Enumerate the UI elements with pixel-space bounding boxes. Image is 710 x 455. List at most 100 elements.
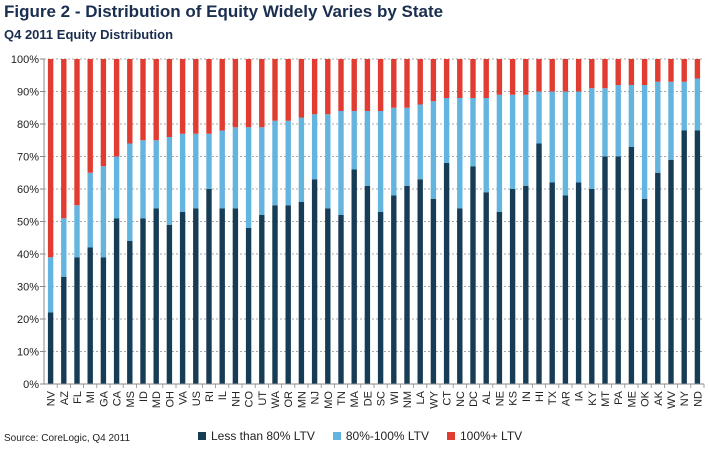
bar-segment-tn-s0 (338, 215, 344, 384)
bar-segment-fl-s2 (74, 59, 80, 206)
bar-segment-de-s0 (364, 185, 371, 384)
x-tick-label-ar: AR (560, 391, 572, 406)
x-tick-label-wv: WV (666, 390, 678, 408)
bar-segment-ks-s1 (509, 94, 516, 189)
bar-segment-de-s2 (364, 59, 371, 111)
x-tick-label-ia: IA (574, 390, 586, 401)
chart-subtitle: Q4 2011 Equity Distribution (4, 27, 174, 42)
x-tick-label-md: MD (151, 391, 163, 408)
bar-segment-az-s0 (61, 276, 67, 384)
x-tick-label-ma: MA (349, 390, 361, 407)
bar-segment-nv-s0 (47, 312, 54, 384)
bar-segment-md-s2 (153, 59, 159, 141)
x-tick-label-tx: TX (547, 390, 559, 405)
y-tick-label: 10% (17, 347, 39, 359)
y-tick-label: 100% (11, 54, 39, 66)
bar-segment-mi-s2 (87, 59, 93, 173)
bars (47, 59, 701, 384)
x-tick-label-in: IN (521, 391, 533, 402)
bar-segment-ga-s0 (100, 257, 107, 384)
bar-segment-ca-s1 (113, 156, 120, 219)
bar-segment-co-s1 (245, 127, 252, 228)
y-tick-label: 70% (17, 152, 39, 164)
bar-segment-tx-s0 (549, 182, 555, 384)
bar-segment-al-s2 (483, 59, 489, 98)
bar-segment-mo-s0 (325, 208, 331, 384)
x-tick-label-wy: WY (428, 390, 440, 408)
legend-item-less-than-80: Less than 80% LTV (198, 429, 315, 443)
x-tick-label-me: ME (626, 391, 638, 408)
bar-segment-de-s1 (364, 111, 371, 186)
x-tick-label-sc: SC (376, 391, 388, 406)
bar-segment-ms-s0 (127, 241, 133, 384)
x-tick-label-co: CO (244, 391, 256, 408)
bar-segment-or-s0 (285, 205, 291, 384)
bar-segment-or-s1 (285, 120, 291, 206)
x-tick-label-nv: NV (46, 390, 58, 406)
x-tick-label-hi: HI (534, 391, 546, 402)
bar-segment-ma-s2 (351, 59, 357, 111)
bar-segment-ia-s2 (575, 59, 582, 92)
legend-item-80-100: 80%-100% LTV (332, 429, 429, 443)
x-tick-labels: NV AZ FL MI GA CA MS ID MD OH VA US RI IL NH CO UT WA OR MN… (46, 390, 705, 408)
bar-segment-wa-s2 (272, 59, 278, 121)
bar-segment-us-s1 (193, 133, 199, 209)
bar-segment-wv-s1 (668, 81, 674, 160)
bar-segment-nh-s0 (232, 208, 239, 384)
bar-segment-nc-s0 (457, 208, 463, 384)
bar-segment-il-s0 (219, 208, 225, 384)
bar-segment-dc-s1 (470, 98, 476, 167)
bar-segment-ok-s2 (641, 59, 648, 85)
bar-segment-va-s0 (179, 211, 186, 384)
bar-segment-us-s2 (193, 59, 199, 134)
x-tick-label-us: US (191, 391, 203, 406)
bar-segment-nd-s2 (694, 59, 701, 79)
bar-segment-wi-s0 (391, 195, 397, 384)
x-tick-label-la: LA (415, 390, 427, 404)
bar-segment-tx-s1 (549, 91, 555, 183)
x-tick-label-mt: MT (600, 391, 612, 407)
bar-segment-ks-s2 (509, 59, 516, 95)
bar-segment-ok-s0 (641, 198, 648, 384)
legend-label-80-100: 80%-100% LTV (345, 429, 429, 443)
bar-segment-ri-s2 (206, 59, 212, 134)
bar-segment-wy-s0 (430, 198, 437, 384)
x-tick-label-nc: NC (455, 391, 467, 407)
x-tick-label-ny: NY (679, 390, 691, 406)
bar-segment-nc-s1 (457, 98, 463, 209)
x-tick-label-fl: FL (72, 391, 84, 404)
x-tick-label-ri: RI (204, 391, 216, 402)
bar-segment-az-s2 (61, 59, 67, 219)
bar-segment-hi-s1 (536, 91, 542, 144)
bar-segment-wv-s0 (668, 159, 674, 384)
bar-segment-ga-s1 (100, 166, 107, 258)
y-tick-label: 20% (17, 314, 39, 326)
bar-segment-ct-s1 (443, 98, 450, 163)
bar-segment-ia-s1 (575, 91, 582, 183)
bar-segment-dc-s0 (470, 166, 476, 384)
y-tick-label: 80% (17, 119, 39, 131)
x-tick-label-mo: MO (323, 391, 335, 409)
bar-segment-ky-s0 (589, 189, 595, 384)
y-tick-label: 30% (17, 282, 39, 294)
x-tick-label-az: AZ (59, 391, 71, 405)
x-tick-label-or: OR (283, 391, 295, 408)
bar-segment-id-s2 (140, 59, 146, 141)
legend-swatch-100-plus (447, 432, 455, 440)
bar-segment-dc-s2 (470, 59, 476, 98)
bar-segment-va-s1 (179, 133, 186, 212)
bar-segment-nc-s2 (457, 59, 463, 98)
bar-segment-me-s1 (628, 85, 635, 147)
bar-segment-ut-s1 (259, 127, 265, 215)
bar-segment-pa-s1 (615, 85, 621, 157)
x-tick-label-va: VA (178, 390, 190, 405)
y-tick-label: 60% (17, 184, 39, 196)
bar-segment-tn-s1 (338, 111, 344, 215)
legend-swatch-less-than-80 (198, 432, 206, 440)
bar-segment-nm-s0 (404, 185, 410, 384)
bar-segment-ak-s1 (655, 81, 661, 173)
bar-segment-or-s2 (285, 59, 291, 121)
x-tick-label-wi: WI (389, 391, 401, 404)
bar-segment-va-s2 (179, 59, 186, 134)
bar-segment-wi-s2 (391, 59, 397, 108)
